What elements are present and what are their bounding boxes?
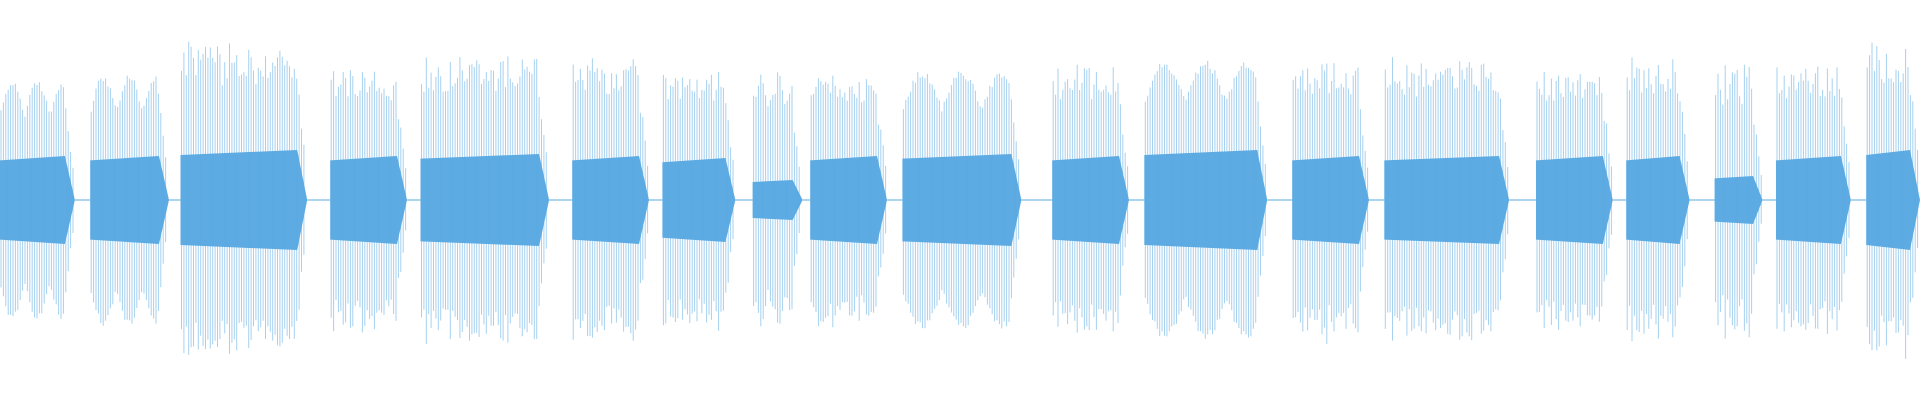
waveform-segment bbox=[1052, 64, 1129, 333]
waveform-segment bbox=[752, 72, 803, 327]
waveform-peaks bbox=[90, 75, 167, 326]
waveform-peaks bbox=[1052, 64, 1129, 333]
waveform-core bbox=[1536, 156, 1613, 244]
waveform-peaks bbox=[1292, 63, 1369, 344]
waveform-segment bbox=[1866, 42, 1920, 359]
waveform-core bbox=[810, 156, 887, 244]
waveform-peaks bbox=[330, 70, 407, 333]
waveform-peaks bbox=[181, 41, 305, 355]
waveform-segment bbox=[1536, 71, 1613, 330]
waveform-peaks bbox=[0, 82, 74, 319]
waveform-segment bbox=[1384, 57, 1510, 341]
waveform-segment bbox=[1714, 64, 1763, 339]
waveform-peaks bbox=[1715, 64, 1762, 339]
waveform-segments bbox=[0, 41, 1920, 359]
waveform-segment bbox=[1626, 57, 1690, 341]
waveform-core bbox=[1714, 176, 1763, 224]
waveform-segment bbox=[1292, 63, 1369, 344]
waveform-peaks bbox=[1144, 60, 1266, 339]
waveform-core bbox=[1384, 156, 1510, 244]
waveform-peaks bbox=[1866, 42, 1919, 359]
waveform-peaks bbox=[572, 58, 649, 341]
waveform-peaks bbox=[662, 72, 734, 331]
waveform-segment bbox=[420, 56, 550, 344]
waveform-peaks bbox=[1384, 57, 1509, 341]
waveform-segment bbox=[180, 41, 308, 355]
waveform-core bbox=[1052, 156, 1129, 244]
waveform-peaks bbox=[421, 56, 547, 344]
waveform-segment bbox=[90, 75, 169, 326]
waveform-peaks bbox=[1536, 71, 1612, 330]
waveform-segment bbox=[1776, 66, 1851, 334]
waveform-segment bbox=[1144, 60, 1268, 339]
waveform-peaks bbox=[902, 71, 1020, 329]
waveform-peaks bbox=[810, 75, 887, 328]
waveform-segment bbox=[0, 82, 75, 319]
waveform-core bbox=[572, 156, 649, 244]
waveform-segment bbox=[662, 72, 736, 331]
waveform-core bbox=[1292, 156, 1369, 244]
waveform-segment bbox=[330, 70, 407, 333]
waveform-segment bbox=[810, 75, 887, 328]
waveform-peaks bbox=[1776, 66, 1850, 334]
waveform-segment bbox=[902, 71, 1022, 329]
waveform-segment bbox=[572, 58, 649, 341]
waveform-core bbox=[330, 156, 407, 244]
waveform-peaks bbox=[1626, 57, 1688, 341]
waveform-peaks bbox=[753, 72, 800, 327]
